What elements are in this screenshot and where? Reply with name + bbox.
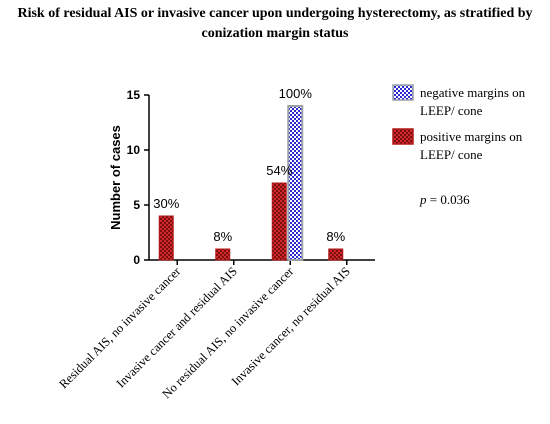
category-label-0: Residual AIS, no invasive cancer — [56, 264, 184, 392]
legend-text-positive-0: positive margins on — [420, 129, 523, 144]
data-labels: 30% 8% 54% 100% 8% — [153, 86, 345, 244]
legend-text-negative-1: LEEP/ cone — [420, 103, 483, 118]
y-tick-label-2: 10 — [127, 143, 141, 157]
bar-positive-2 — [271, 182, 287, 261]
chart-title-line-1: Risk of residual AIS or invasive cancer … — [17, 6, 533, 21]
bars — [158, 105, 344, 261]
legend-text-negative-0: negative margins on — [420, 85, 526, 100]
y-tick-label-0: 0 — [133, 253, 140, 267]
bar-positive-1 — [215, 248, 231, 261]
y-tick-label-1: 5 — [133, 198, 140, 212]
y-axis-label: Number of cases — [108, 125, 123, 230]
bar-positive-3 — [328, 248, 344, 261]
bar-negative-2 — [287, 105, 304, 261]
data-label-positive-1: 8% — [213, 229, 232, 244]
category-label-3: Invasive cancer, no residual AIS — [229, 264, 353, 388]
category-label-1: Invasive cancer and residual AIS — [114, 264, 240, 390]
legend: negative margins on LEEP/ cone positive ma… — [392, 84, 526, 162]
data-label-positive-0: 30% — [153, 196, 179, 211]
p-value-annotation: p = 0.036 — [419, 192, 470, 207]
legend-swatch-positive — [392, 128, 414, 145]
chart-title-line-2: conization margin status — [201, 26, 349, 41]
data-label-positive-2: 54% — [266, 163, 292, 178]
chart-title: Risk of residual AIS or invasive cancer … — [0, 4, 550, 44]
legend-text-positive-1: LEEP/ cone — [420, 147, 483, 162]
y-tick-label-3: 15 — [127, 88, 141, 102]
legend-swatch-negative — [392, 84, 414, 101]
data-label-positive-3: 8% — [326, 229, 345, 244]
p-value-text: = 0.036 — [427, 192, 471, 207]
p-value-symbol: p — [419, 192, 427, 207]
data-label-negative-2: 100% — [279, 86, 313, 101]
category-labels: Residual AIS, no invasive cancerInvasive… — [56, 264, 353, 402]
bar-positive-0 — [158, 215, 174, 261]
